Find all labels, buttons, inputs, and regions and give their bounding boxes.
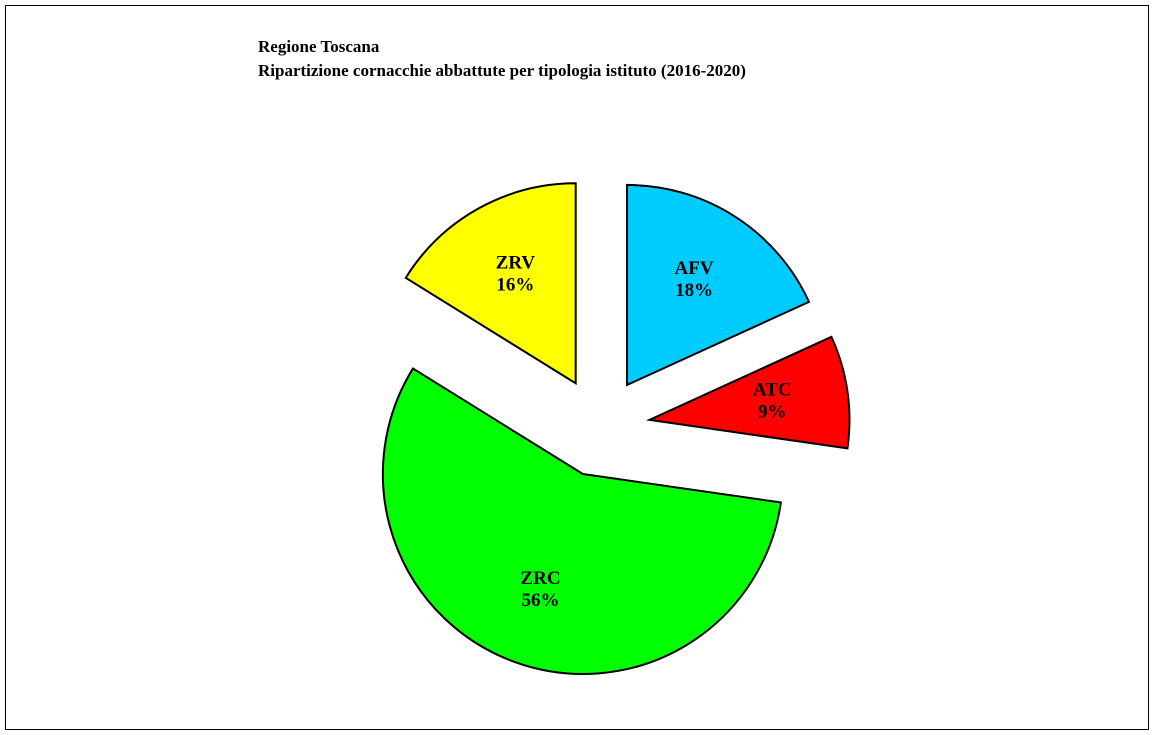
slice-category-label: ATC <box>753 380 792 401</box>
pie-slice <box>404 182 577 386</box>
slice-category-label: ZRC <box>520 568 560 589</box>
slice-category-label: ZRV <box>496 252 536 273</box>
slice-value-label: 18% <box>675 280 713 301</box>
chart-title: Regione Toscana <box>258 37 380 56</box>
pie-slice <box>626 183 811 387</box>
chart-subtitle: Ripartizione cornacchie abbattute per ti… <box>258 61 746 80</box>
slice-value-label: 9% <box>758 402 787 423</box>
slice-value-label: 16% <box>496 274 534 295</box>
slice-value-label: 56% <box>521 590 559 611</box>
slice-category-label: AFV <box>675 258 714 279</box>
pie-slice <box>381 367 782 675</box>
pie-slice <box>645 335 851 450</box>
